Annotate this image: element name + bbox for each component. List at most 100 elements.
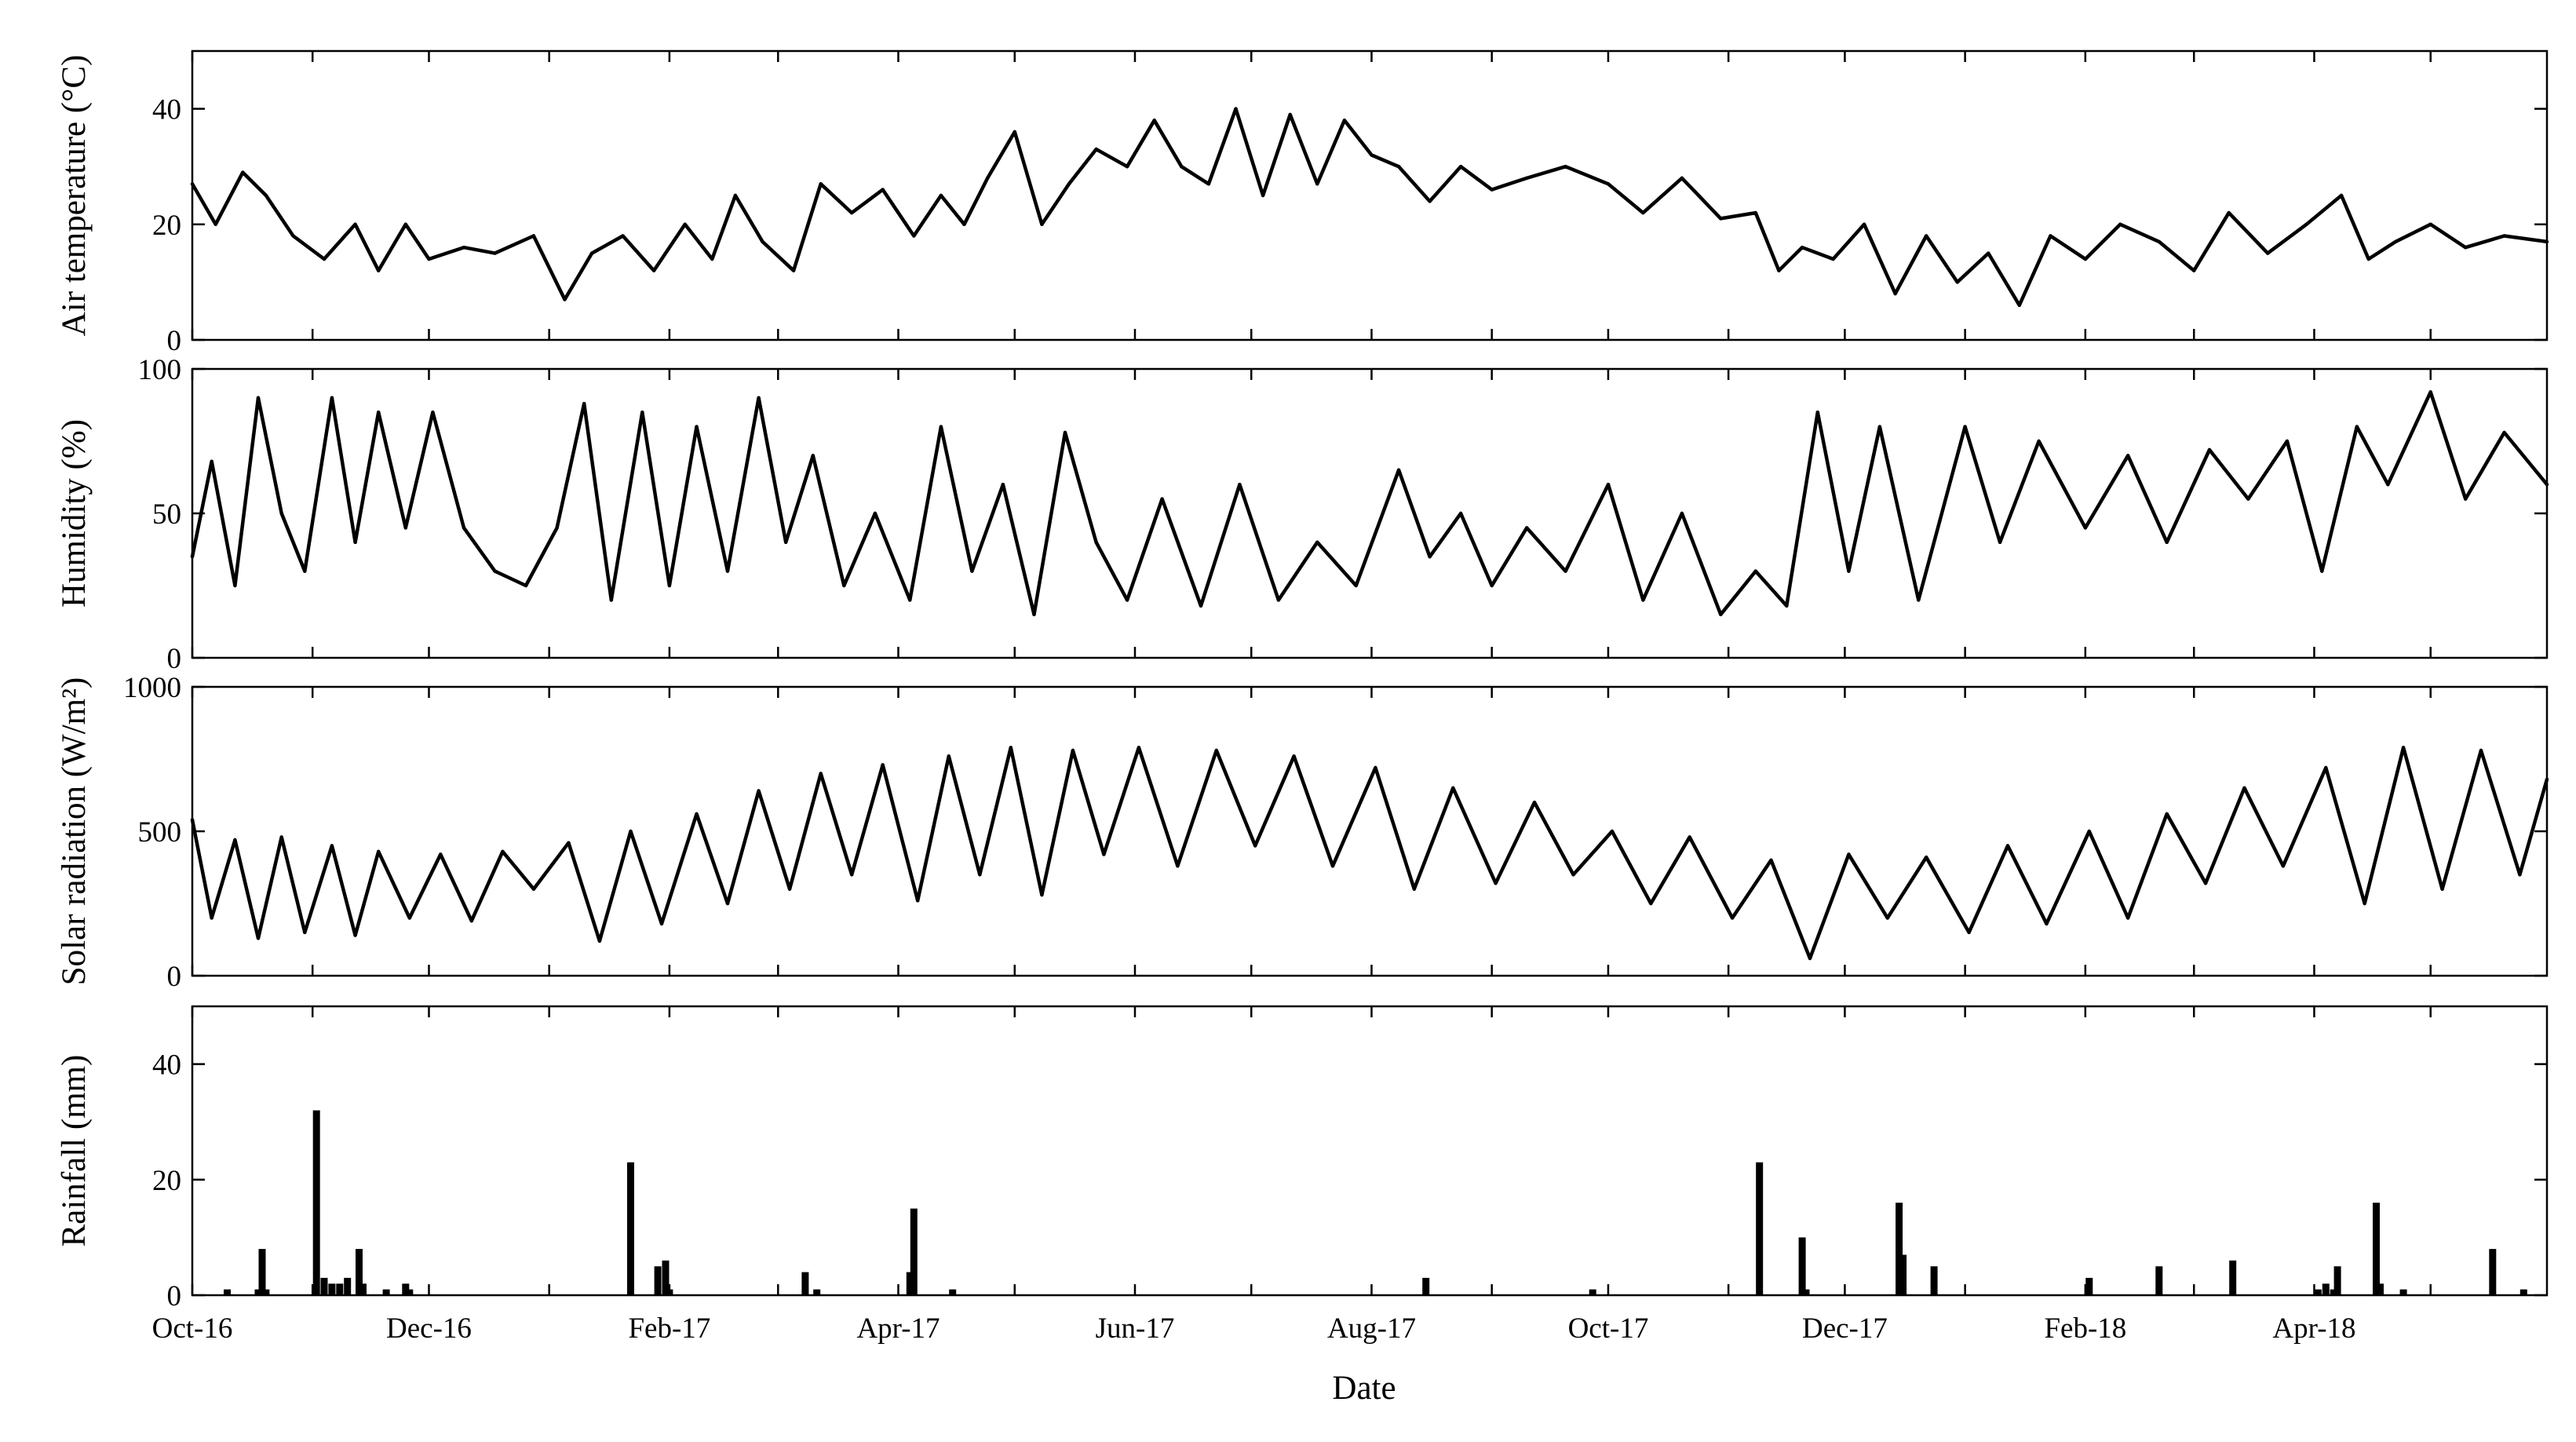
- panel-3: 0 500 1000 Solar radiation (W/m²): [56, 672, 2549, 993]
- y-tick-label: 0: [167, 325, 182, 357]
- x-tick-label: Apr-18: [2272, 1312, 2355, 1345]
- y-tick-label: 0: [167, 643, 182, 675]
- data-point: [683, 222, 687, 226]
- data-point: [1214, 748, 1219, 753]
- rainfall-bar: [1756, 1162, 1764, 1295]
- data-point: [916, 899, 920, 903]
- data-point: [2118, 222, 2122, 226]
- y-tick-label: 20: [152, 1165, 181, 1197]
- data-point: [939, 425, 943, 429]
- data-point: [1094, 540, 1098, 544]
- panel-4: 0 20 40 Rainfall (mm): [56, 1005, 2549, 1312]
- data-point: [1925, 234, 1928, 238]
- rainfall-bar: [627, 1162, 634, 1295]
- data-point: [353, 540, 357, 544]
- data-point: [279, 511, 283, 516]
- rainfall-bar: [2155, 1266, 2163, 1295]
- data-point: [1342, 119, 1347, 122]
- data-point: [947, 754, 951, 758]
- data-point: [2355, 425, 2359, 429]
- data-point: [1525, 526, 1529, 530]
- rainfall-bar: [2377, 1283, 2384, 1295]
- data-point: [1606, 483, 1611, 487]
- rainfall-bar: [356, 1249, 363, 1295]
- data-point: [640, 411, 644, 414]
- data-point: [1370, 153, 1374, 157]
- data-point: [531, 234, 536, 238]
- rainfall-bar: [224, 1289, 231, 1295]
- series-line-1-1: [191, 107, 2548, 308]
- data-point: [1494, 882, 1498, 885]
- data-point: [1451, 786, 1455, 790]
- data-point: [1831, 257, 1835, 261]
- y-tick-label: 500: [138, 816, 182, 849]
- data-point: [819, 182, 823, 186]
- data-point: [2126, 916, 2130, 920]
- x-tick-label: Oct-16: [152, 1312, 233, 1345]
- rainfall-bar: [2229, 1260, 2237, 1295]
- data-point: [2165, 812, 2169, 816]
- data-point: [1955, 280, 1959, 284]
- data-point: [2545, 483, 2549, 487]
- data-point: [2017, 303, 2021, 307]
- data-point: [651, 268, 656, 272]
- data-point: [1458, 165, 1463, 169]
- rainfall-bar: [662, 1260, 670, 1295]
- data-point: [1532, 801, 1537, 805]
- data-point: [2320, 569, 2324, 573]
- rainfall-bar: [949, 1289, 957, 1295]
- rainfall-bar: [2333, 1266, 2341, 1295]
- data-point: [659, 922, 664, 926]
- data-point: [1649, 901, 1653, 906]
- data-point: [629, 829, 633, 834]
- data-point: [850, 873, 854, 877]
- panel-2: 0 50 100 Humidity (%): [56, 354, 2549, 675]
- data-point: [986, 176, 990, 181]
- data-point: [1719, 612, 1723, 616]
- data-point: [2394, 239, 2398, 244]
- data-point: [1847, 569, 1851, 573]
- data-point: [2366, 257, 2370, 261]
- data-point: [710, 257, 714, 261]
- data-point: [462, 526, 466, 530]
- rainfall-bar: [320, 1277, 328, 1295]
- data-point: [1152, 119, 1156, 122]
- data-point: [1815, 411, 1819, 414]
- data-point: [531, 887, 536, 891]
- data-point: [190, 182, 195, 186]
- rainfall-bar: [1589, 1289, 1596, 1295]
- y-tick-label: 40: [152, 1050, 181, 1082]
- data-point: [757, 396, 761, 400]
- data-point: [2428, 390, 2432, 394]
- y-tick-label: 1000: [123, 672, 181, 704]
- data-point: [1206, 182, 1211, 186]
- series-line-3-1: [190, 746, 2549, 961]
- data-point: [353, 933, 357, 937]
- data-point: [2157, 239, 2161, 244]
- rainfall-bar: [1896, 1203, 1903, 1295]
- rainfall-bar: [2085, 1277, 2093, 1295]
- data-point: [1800, 246, 1804, 250]
- data-point: [1125, 165, 1129, 169]
- data-point: [1925, 855, 1928, 860]
- data-point: [1396, 165, 1401, 169]
- rainfall-bar: [406, 1289, 414, 1295]
- rainfall-bar: [801, 1272, 809, 1295]
- data-point: [1862, 222, 1866, 226]
- rainfall-bar: [2373, 1203, 2380, 1295]
- data-point: [1412, 887, 1417, 891]
- y-tick-label: 0: [167, 1280, 182, 1312]
- data-point: [1963, 425, 1967, 429]
- series-line-2-1: [190, 390, 2549, 617]
- data-point: [233, 838, 237, 842]
- data-point: [403, 526, 407, 530]
- data-point: [1847, 852, 1851, 856]
- data-point: [1563, 569, 1567, 573]
- data-point: [403, 222, 407, 226]
- rainfall-bar: [359, 1283, 367, 1295]
- rainfall-bar: [312, 1110, 320, 1295]
- rainfall-bar: [2322, 1283, 2330, 1295]
- x-tick-label: Dec-16: [386, 1312, 472, 1345]
- data-point: [377, 411, 381, 414]
- data-point: [842, 583, 846, 588]
